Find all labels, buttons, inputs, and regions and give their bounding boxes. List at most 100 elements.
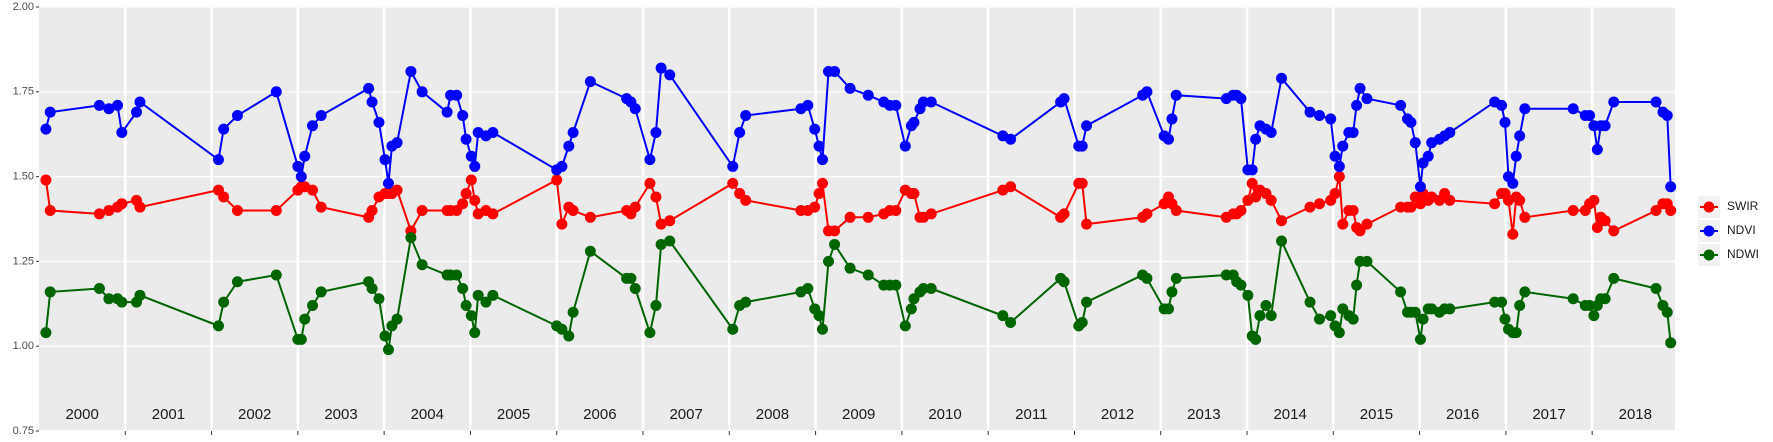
data-point <box>116 296 128 308</box>
data-point <box>1608 96 1620 108</box>
data-point <box>1325 113 1337 125</box>
data-point <box>1599 215 1611 227</box>
data-point <box>40 123 52 135</box>
data-point <box>1333 160 1345 172</box>
data-point <box>457 110 469 122</box>
year-label: 2012 <box>1101 406 1134 423</box>
year-label: 2018 <box>1619 406 1652 423</box>
data-point <box>1351 279 1363 291</box>
data-point <box>727 177 739 189</box>
data-point <box>460 133 472 145</box>
year-label: 2003 <box>324 406 357 423</box>
y-tick-label: 1.50 <box>13 171 34 183</box>
data-point <box>1499 116 1511 128</box>
data-point <box>1246 164 1258 176</box>
year-label: 2006 <box>583 406 616 423</box>
data-point <box>1162 133 1174 145</box>
data-point <box>270 205 282 217</box>
data-point <box>1661 306 1673 318</box>
data-point <box>1076 140 1088 152</box>
data-point <box>1444 194 1456 206</box>
data-point <box>93 208 105 220</box>
data-point <box>809 201 821 213</box>
data-point <box>1405 201 1417 213</box>
data-point <box>899 320 911 332</box>
data-point <box>134 201 146 213</box>
data-point <box>1395 286 1407 298</box>
data-point <box>487 289 499 301</box>
data-point <box>270 269 282 281</box>
data-point <box>1567 103 1579 115</box>
data-point <box>1496 296 1508 308</box>
data-point <box>829 65 841 77</box>
year-label: 2007 <box>669 406 702 423</box>
data-point <box>908 188 920 200</box>
data-point <box>307 120 319 132</box>
data-point <box>563 330 575 342</box>
data-point <box>625 272 637 284</box>
data-point <box>813 140 825 152</box>
data-point <box>1313 313 1325 325</box>
data-point <box>823 255 835 267</box>
data-point <box>469 327 481 339</box>
year-label: 2017 <box>1532 406 1565 423</box>
data-point <box>469 194 481 206</box>
data-point <box>382 344 394 356</box>
data-point <box>1422 150 1434 162</box>
data-point <box>366 283 378 295</box>
data-point <box>1005 316 1017 328</box>
data-point <box>480 296 492 308</box>
year-label: 2016 <box>1446 406 1479 423</box>
data-point <box>1254 310 1266 322</box>
data-point <box>1141 86 1153 98</box>
data-point <box>899 140 911 152</box>
data-point <box>844 262 856 274</box>
data-point <box>567 127 579 139</box>
data-point <box>917 283 929 295</box>
data-point <box>116 198 128 210</box>
data-point <box>727 323 739 335</box>
data-point <box>813 310 825 322</box>
data-point <box>802 283 814 295</box>
data-point <box>1588 310 1600 322</box>
data-point <box>1496 99 1508 111</box>
data-point <box>1584 299 1596 311</box>
data-point <box>644 177 656 189</box>
legend-marker <box>1703 225 1715 237</box>
data-point <box>644 327 656 339</box>
data-point <box>363 82 375 94</box>
data-point <box>740 296 752 308</box>
data-point <box>1519 286 1531 298</box>
data-point <box>212 154 224 166</box>
data-point <box>134 289 146 301</box>
data-point <box>373 293 385 305</box>
data-point <box>103 293 115 305</box>
data-point <box>116 127 128 139</box>
data-point <box>366 96 378 108</box>
data-point <box>134 96 146 108</box>
data-point <box>1650 205 1662 217</box>
data-point <box>1417 313 1429 325</box>
y-tick-label: 2.00 <box>13 1 34 13</box>
data-point <box>664 215 676 227</box>
data-point <box>816 154 828 166</box>
data-point <box>441 106 453 118</box>
data-point <box>1507 228 1519 240</box>
data-point <box>231 276 243 288</box>
data-point <box>1665 337 1677 349</box>
data-point <box>465 150 477 162</box>
data-point <box>908 116 920 128</box>
data-point <box>44 205 56 217</box>
data-point <box>1608 272 1620 284</box>
data-point <box>218 191 230 203</box>
data-point <box>1058 93 1070 105</box>
y-tick-label: 1.75 <box>13 86 34 98</box>
data-point <box>103 205 115 217</box>
data-point <box>740 110 752 122</box>
data-point <box>457 283 469 295</box>
data-point <box>1665 181 1677 193</box>
year-label: 2009 <box>842 406 875 423</box>
data-point <box>315 286 327 298</box>
data-point <box>1170 272 1182 284</box>
data-point <box>382 177 394 189</box>
